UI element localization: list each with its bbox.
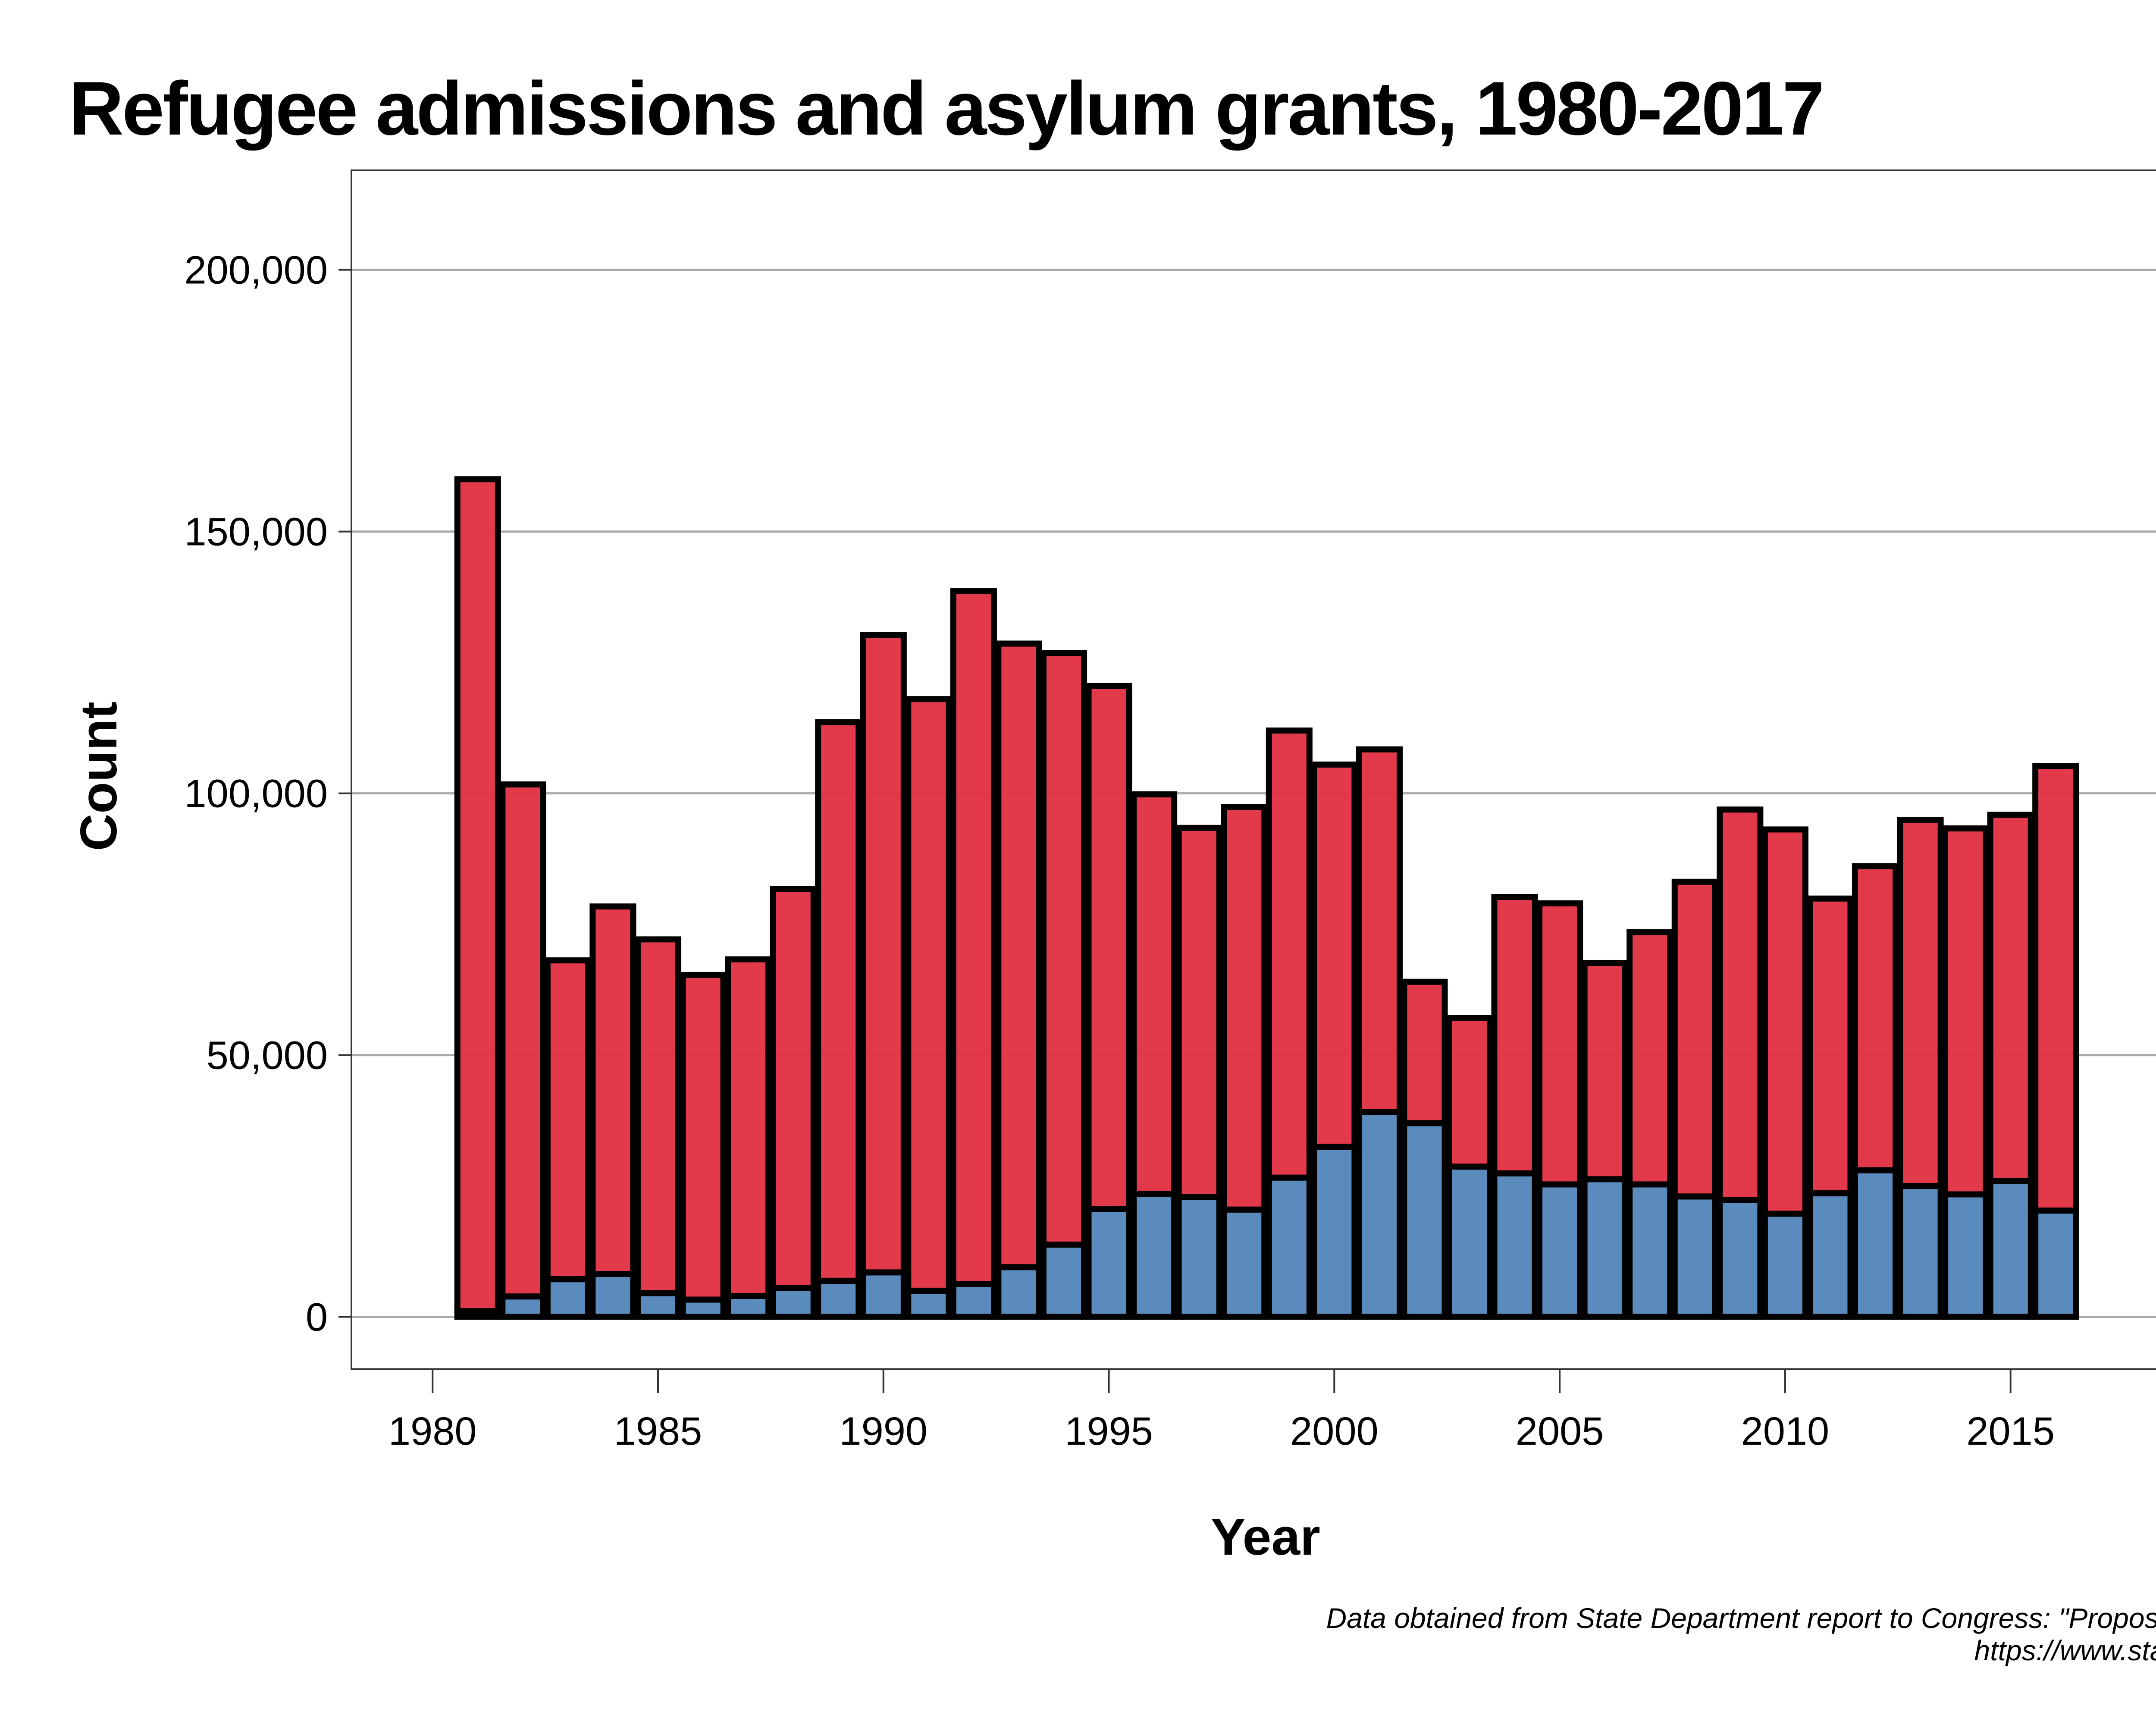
- bar-asylum-grants-1983: [544, 1276, 591, 1320]
- bar-refugee-admissions-1987: [725, 956, 772, 1299]
- bar-refugee-admissions-2009: [1717, 806, 1764, 1203]
- x-tick-label: 2015: [1966, 1409, 2055, 1453]
- bar-refugee-admissions-2006: [1581, 960, 1628, 1182]
- bar-refugee-admissions-1981: [454, 476, 501, 1314]
- x-tick-label: 1985: [614, 1409, 702, 1453]
- bar-refugee-admissions-2007: [1626, 929, 1673, 1188]
- bar-asylum-grants-2000: [1311, 1144, 1358, 1320]
- bar-asylum-grants-1991: [905, 1287, 952, 1320]
- bar-refugee-admissions-2002: [1401, 979, 1448, 1126]
- bar-asylum-grants-2012: [1852, 1167, 1899, 1320]
- bar-refugee-admissions-2008: [1671, 878, 1718, 1200]
- x-axis-title: Year: [1211, 1508, 1320, 1566]
- bar-asylum-grants-2011: [1807, 1190, 1854, 1320]
- x-tick-label: 2010: [1741, 1409, 1830, 1453]
- bar-asylum-grants-1996: [1131, 1191, 1178, 1320]
- bar-asylum-grants-1988: [770, 1285, 817, 1320]
- bar-refugee-admissions-1982: [499, 781, 546, 1300]
- bar-asylum-grants-1993: [995, 1264, 1042, 1320]
- bar-refugee-admissions-2015: [1987, 812, 2034, 1184]
- bar-refugee-admissions-1986: [680, 972, 727, 1303]
- bar-asylum-grants-1994: [1040, 1242, 1087, 1320]
- bar-refugee-admissions-2003: [1446, 1015, 1493, 1170]
- x-tick-label: 1995: [1065, 1409, 1153, 1453]
- bar-refugee-admissions-2004: [1491, 894, 1538, 1176]
- bar-refugee-admissions-1992: [950, 588, 997, 1287]
- bar-refugee-admissions-2014: [1942, 825, 1989, 1198]
- y-tick-label: 0: [306, 1295, 328, 1339]
- bar-refugee-admissions-2016: [2032, 763, 2079, 1214]
- bar-asylum-grants-2009: [1717, 1197, 1764, 1320]
- bar-refugee-admissions-2000: [1311, 761, 1358, 1150]
- y-tick-label: 50,000: [207, 1034, 328, 1078]
- bar-asylum-grants-1982: [499, 1293, 546, 1320]
- bar-refugee-admissions-1993: [995, 640, 1042, 1270]
- bar-refugee-admissions-1988: [770, 886, 817, 1291]
- bar-asylum-grants-2003: [1446, 1164, 1493, 1320]
- bar-refugee-admissions-1997: [1175, 825, 1222, 1200]
- bar-refugee-admissions-1984: [589, 903, 636, 1277]
- bar-asylum-grants-1997: [1175, 1194, 1222, 1320]
- bar-asylum-grants-2002: [1401, 1120, 1448, 1320]
- bar-asylum-grants-2004: [1491, 1170, 1538, 1320]
- bar-refugee-admissions-2013: [1897, 817, 1944, 1189]
- y-tick-label: 100,000: [184, 772, 328, 816]
- bar-asylum-grants-2006: [1581, 1176, 1628, 1320]
- bar-refugee-admissions-1989: [815, 719, 862, 1284]
- bar-refugee-admissions-1995: [1085, 683, 1132, 1212]
- bar-refugee-admissions-1996: [1131, 791, 1178, 1197]
- bar-refugee-admissions-1991: [905, 696, 952, 1294]
- bar-asylum-grants-1998: [1221, 1206, 1268, 1320]
- bars: [454, 476, 2079, 1320]
- bar-asylum-grants-2007: [1626, 1181, 1673, 1320]
- bar-asylum-grants-2014: [1942, 1191, 1989, 1320]
- bar-asylum-grants-1989: [815, 1277, 862, 1320]
- x-axis: 1980 1985 1990 1995 2000 2005 2010 2015: [389, 1369, 2055, 1453]
- bar-asylum-grants-1987: [725, 1293, 772, 1320]
- bar-refugee-admissions-2005: [1536, 900, 1583, 1188]
- bar-refugee-admissions-2001: [1356, 746, 1403, 1115]
- bar-refugee-admissions-1994: [1040, 650, 1087, 1248]
- bar-asylum-grants-1992: [950, 1281, 997, 1320]
- bar-refugee-admissions-1983: [544, 957, 591, 1283]
- bar-refugee-admissions-2012: [1852, 863, 1899, 1173]
- y-tick-label: 200,000: [184, 248, 328, 292]
- y-tick-label: 150,000: [184, 510, 328, 554]
- bar-asylum-grants-2010: [1761, 1211, 1808, 1320]
- caption-url: https://www.state.gov/documents/organiza…: [1974, 1634, 2156, 1666]
- bar-refugee-admissions-1985: [634, 936, 682, 1296]
- bar-asylum-grants-2015: [1987, 1177, 2034, 1320]
- plot-panel: [351, 169, 2156, 1370]
- bar-asylum-grants-2013: [1897, 1183, 1944, 1320]
- bar-refugee-admissions-2010: [1761, 826, 1808, 1217]
- chart-title: Refugee admissions and asylum grants, 19…: [69, 66, 1823, 151]
- bar-asylum-grants-2016: [2032, 1208, 2079, 1320]
- bar-asylum-grants-2008: [1671, 1193, 1718, 1320]
- bar-asylum-grants-1990: [860, 1269, 907, 1320]
- x-tick-label: 1990: [839, 1409, 928, 1453]
- bar-refugee-admissions-1999: [1266, 727, 1313, 1181]
- bar-refugee-admissions-2011: [1807, 895, 1854, 1197]
- bar-refugee-admissions-1998: [1221, 804, 1268, 1213]
- x-tick-label: 2000: [1290, 1409, 1379, 1453]
- bar-asylum-grants-2001: [1356, 1109, 1403, 1320]
- caption-source: Data obtained from State Department repo…: [1326, 1602, 2156, 1634]
- bar-asylum-grants-1985: [634, 1290, 682, 1320]
- x-tick-label: 1980: [389, 1409, 477, 1453]
- bar-asylum-grants-1999: [1266, 1174, 1313, 1320]
- x-tick-label: 2005: [1516, 1409, 1604, 1453]
- bar-asylum-grants-1995: [1085, 1206, 1132, 1320]
- bar-asylum-grants-2005: [1536, 1181, 1583, 1320]
- bar-asylum-grants-1984: [589, 1271, 636, 1320]
- y-axis: 0 50,000 100,000 150,000 200,000: [184, 248, 351, 1339]
- y-axis-title: Count: [70, 702, 128, 851]
- bar-refugee-admissions-1990: [860, 632, 907, 1276]
